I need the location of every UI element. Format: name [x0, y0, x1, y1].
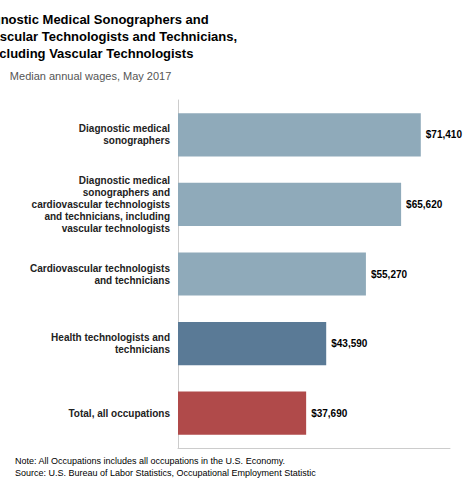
svg-text:$43,590: $43,590 [331, 338, 368, 349]
svg-text:Cardiovascular Technologists a: Cardiovascular Technologists and Technic… [0, 29, 237, 44]
svg-text:Including Vascular Technologis: Including Vascular Technologists [0, 46, 193, 61]
svg-text:Diagnostic Medical Sonographer: Diagnostic Medical Sonographers and [0, 12, 209, 27]
svg-text:$37,690: $37,690 [311, 408, 348, 419]
svg-text:sonographers: sonographers [103, 135, 170, 146]
svg-text:cardiovascular technologists: cardiovascular technologists [32, 199, 171, 210]
svg-text:vascular technologists: vascular technologists [62, 223, 171, 234]
svg-text:Cardiovascular technologists: Cardiovascular technologists [30, 263, 170, 274]
svg-text:Source: U.S. Bureau of Labor S: Source: U.S. Bureau of Labor Statistics,… [15, 468, 316, 478]
svg-text:Diagnostic medical: Diagnostic medical [79, 123, 170, 134]
svg-text:and technicians: and technicians [94, 275, 170, 286]
svg-text:Diagnostic medical: Diagnostic medical [79, 175, 170, 186]
svg-text:sonographers and: sonographers and [83, 187, 170, 198]
svg-text:technicians: technicians [115, 344, 170, 355]
svg-text:Note: All Occupations includes: Note: All Occupations includes all occup… [15, 456, 285, 466]
svg-text:$71,410: $71,410 [426, 129, 463, 140]
svg-text:$55,270: $55,270 [371, 269, 408, 280]
svg-text:$65,620: $65,620 [406, 199, 443, 210]
svg-text:Health technologists and: Health technologists and [51, 332, 170, 343]
svg-text:Median annual wages, May 2017: Median annual wages, May 2017 [10, 70, 171, 82]
svg-text:Total, all occupations: Total, all occupations [69, 408, 171, 419]
svg-text:and technicians, including: and technicians, including [44, 211, 170, 222]
